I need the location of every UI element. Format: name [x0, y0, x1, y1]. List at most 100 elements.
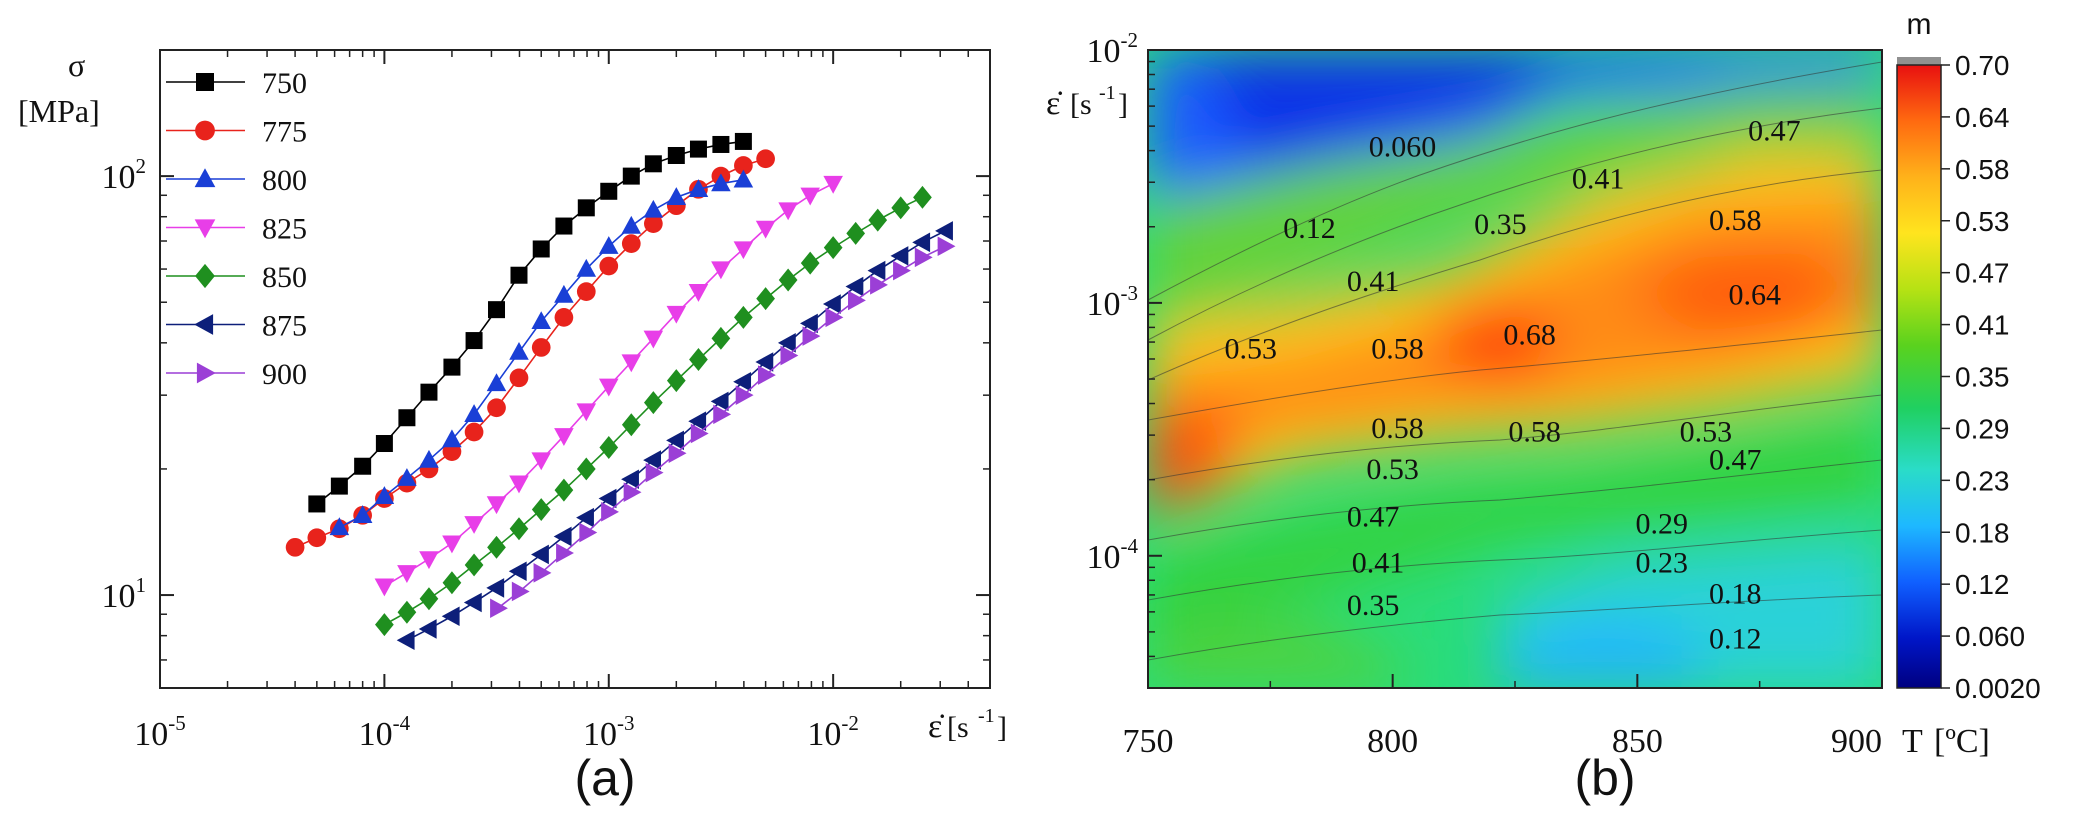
data-point-900: [757, 365, 776, 385]
legend-marker-825: [194, 219, 216, 239]
data-point-850: [509, 517, 529, 541]
data-point-850: [666, 369, 686, 393]
data-point-875: [621, 469, 639, 490]
legend-label-875: 875: [262, 310, 307, 343]
panel-a-y-tick-label-base: 10: [102, 578, 136, 615]
legend-marker-800: [194, 168, 216, 188]
contour-label: 0.23: [1636, 547, 1689, 580]
panel-b-label: (b): [1574, 750, 1635, 806]
data-point-775: [643, 214, 663, 234]
data-point-800: [397, 468, 417, 486]
panel-a-x-label-symbol: ε̇: [928, 708, 944, 745]
data-point-850: [689, 348, 708, 371]
panel-b-y-tick-label-base: 10: [1087, 33, 1121, 70]
panel-a-x-tick-label: 10-3: [583, 711, 635, 753]
data-point-825: [778, 202, 798, 221]
data-point-850: [531, 498, 551, 522]
panel-a-x-tick-label-exp: -3: [617, 711, 635, 735]
data-point-900: [713, 404, 732, 425]
panel-a-y-tick-label-base: 10: [102, 159, 136, 196]
data-point-900: [914, 247, 933, 268]
data-point-825: [733, 241, 754, 260]
data-point-875: [799, 313, 818, 334]
data-point-800: [711, 173, 731, 192]
data-point-750: [532, 240, 550, 258]
data-point-900: [825, 307, 844, 328]
panel-b-y-tick-label-exp: -2: [1121, 28, 1139, 52]
panel-a-y-tick-label: 102: [102, 154, 147, 196]
contour-label: 0.35: [1347, 589, 1400, 622]
legend-marker-850: [195, 263, 215, 289]
data-point-875: [867, 260, 886, 281]
data-point-800: [576, 258, 597, 277]
legend-label-750: 750: [262, 67, 307, 100]
panel-b-x-tick-label: 850: [1612, 723, 1663, 760]
contour-label: 0.41: [1572, 163, 1625, 196]
contour-label: 0.58: [1371, 412, 1424, 445]
data-point-800: [464, 404, 484, 422]
data-point-750: [488, 301, 506, 319]
series-900: [490, 236, 956, 619]
panel-a-x-tick-label: 10-4: [359, 711, 411, 753]
colorbar-tick-label: 0.53: [1955, 206, 2010, 237]
panel-a-x-label: ε̇ [s -1 ]: [928, 705, 1007, 745]
colorbar-title: m: [1907, 8, 1932, 41]
legend-marker-775: [195, 120, 215, 141]
data-point-900: [848, 290, 866, 311]
data-point-900: [601, 502, 619, 522]
data-point-825: [688, 283, 709, 302]
data-point-875: [935, 221, 953, 241]
data-point-875: [486, 578, 505, 598]
data-point-825: [464, 516, 484, 534]
series-line-775: [294, 158, 766, 549]
data-point-900: [802, 326, 821, 346]
data-point-775: [756, 149, 775, 169]
data-point-850: [800, 251, 820, 275]
data-point-825: [419, 551, 439, 570]
data-point-825: [800, 187, 820, 206]
data-point-825: [711, 261, 731, 280]
panel-b-y-label-close: ]: [1118, 88, 1128, 121]
data-point-800: [419, 449, 439, 468]
data-point-875: [643, 450, 661, 470]
data-point-800: [554, 284, 574, 303]
panel-b-y-tick-label-exp: -4: [1121, 534, 1139, 558]
panel-a-x-tick-label-exp: -4: [393, 711, 411, 735]
data-point-825: [598, 378, 619, 397]
data-point-875: [553, 526, 572, 547]
panel-a-x-tick-label: 10-5: [134, 711, 186, 753]
panel-b-x-label-T: T: [1902, 723, 1923, 760]
data-point-750: [308, 495, 326, 513]
panel-a-y-label-unit: [MPa]: [18, 93, 100, 129]
data-point-850: [734, 305, 753, 329]
panel-b-contour-labels: 0.060 0.12 0.35 0.41 0.47 0.58 0.41 0.64 0.68 0.5…: [1225, 115, 1801, 656]
data-point-825: [486, 496, 507, 515]
contour-label: 0.53: [1680, 416, 1733, 449]
data-point-800: [352, 505, 373, 523]
data-point-800: [688, 179, 709, 197]
data-point-825: [442, 535, 462, 554]
panel-b-x-label: T [ºC]: [1902, 723, 1990, 760]
data-point-775: [464, 422, 484, 442]
colorbar-tick-label: 0.0020: [1955, 673, 2041, 704]
data-point-800: [509, 341, 529, 360]
legend-label-900: 900: [262, 358, 307, 391]
data-point-825: [397, 565, 417, 584]
panel-a-x-label-unit: [s: [947, 711, 969, 744]
data-point-875: [733, 371, 752, 392]
panel-a-x-tick-label-base: 10: [807, 716, 841, 753]
data-point-750: [600, 182, 618, 200]
colorbar-tick-label: 0.47: [1955, 258, 2010, 289]
data-point-825: [755, 220, 776, 239]
colorbar-tick-label: 0.35: [1955, 362, 2010, 393]
data-point-875: [396, 630, 415, 651]
data-point-800: [329, 517, 350, 536]
data-point-875: [710, 391, 729, 412]
colorbar-ticks: 0.70 0.64 0.58 0.53 0.47 0.41 0.35 0.29 0.23 0.18…: [1941, 50, 2041, 704]
data-point-800: [643, 199, 664, 218]
data-point-775: [576, 282, 596, 301]
panel-a-x-label-close: ]: [997, 711, 1007, 744]
